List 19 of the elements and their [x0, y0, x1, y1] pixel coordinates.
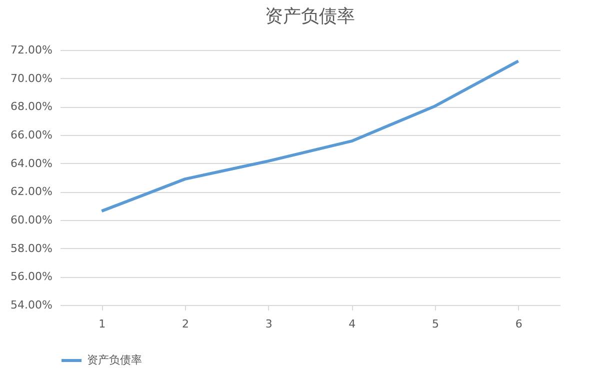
- y-tick-label: 64.00%: [10, 156, 52, 170]
- y-tick-label: 60.00%: [10, 214, 52, 226]
- x-tick-label: 3: [265, 318, 272, 330]
- y-tick-label: 54.00%: [10, 298, 52, 312]
- x-tick-label: 2: [182, 318, 189, 330]
- y-tick-label: 70.00%: [10, 72, 52, 85]
- y-tick-label: 66.00%: [10, 128, 52, 142]
- x-tick-label: 5: [432, 318, 439, 330]
- legend-label: 资产负债率: [87, 354, 142, 366]
- y-tick-label: 62.00%: [10, 185, 52, 198]
- x-tick-label: 6: [515, 318, 522, 330]
- y-tick-label: 56.00%: [10, 270, 52, 284]
- y-tick-label: 58.00%: [10, 242, 52, 255]
- y-tick-label: 68.00%: [10, 100, 52, 114]
- chart-title: 资产负债率: [265, 6, 355, 27]
- line-series: [100, 60, 520, 213]
- x-tick-label: 1: [98, 318, 106, 330]
- y-tick-label: 72.00%: [10, 44, 52, 56]
- x-tick-label: 4: [348, 318, 356, 330]
